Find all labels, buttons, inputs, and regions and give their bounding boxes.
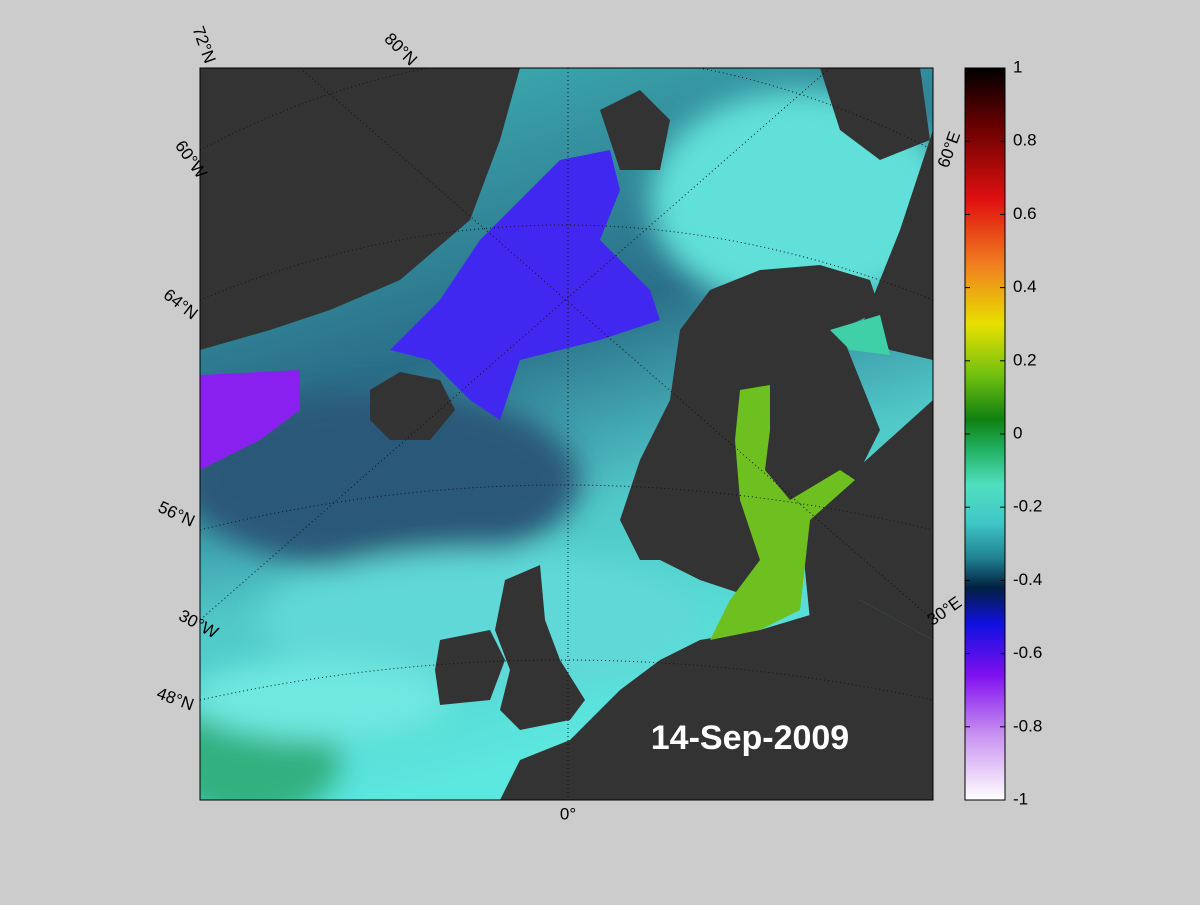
graticule-label: 60°E	[934, 129, 965, 170]
map: 14-Sep-2009	[200, 68, 933, 800]
colorbar	[964, 67, 1006, 801]
colorbar-ticks: 1 0.8 0.6 0.4 0.2 0 -0.2 -0.4 -0.6 -0.8 -1	[965, 57, 1042, 808]
colorbar-tick-label: 0	[1013, 423, 1022, 442]
graticule-label: 56°N	[155, 497, 197, 530]
colorbar-tick-label: 0.4	[1013, 277, 1037, 296]
colorbar-tick-label: -0.6	[1013, 643, 1042, 662]
colorbar-tick-label: 1	[1013, 57, 1022, 76]
colorbar-tick-label: 0.8	[1013, 131, 1037, 150]
colorbar-tick-label: 0.6	[1013, 204, 1037, 223]
colorbar-tick-label: -0.4	[1013, 570, 1042, 589]
colorbar-tick-label: 0.2	[1013, 350, 1037, 369]
graticule-label: 0°	[560, 804, 576, 823]
date-label: 14-Sep-2009	[651, 719, 849, 757]
graticule-label: 64°N	[160, 285, 202, 323]
colorbar-tick-label: -0.2	[1013, 497, 1042, 516]
graticule-label: 48°N	[154, 684, 196, 715]
colorbar-tick-label: -0.8	[1013, 716, 1042, 735]
colorbar-tick-label: -1	[1013, 789, 1028, 808]
graticule-label: 72°N	[189, 24, 220, 66]
graticule-label: 80°N	[381, 29, 421, 69]
